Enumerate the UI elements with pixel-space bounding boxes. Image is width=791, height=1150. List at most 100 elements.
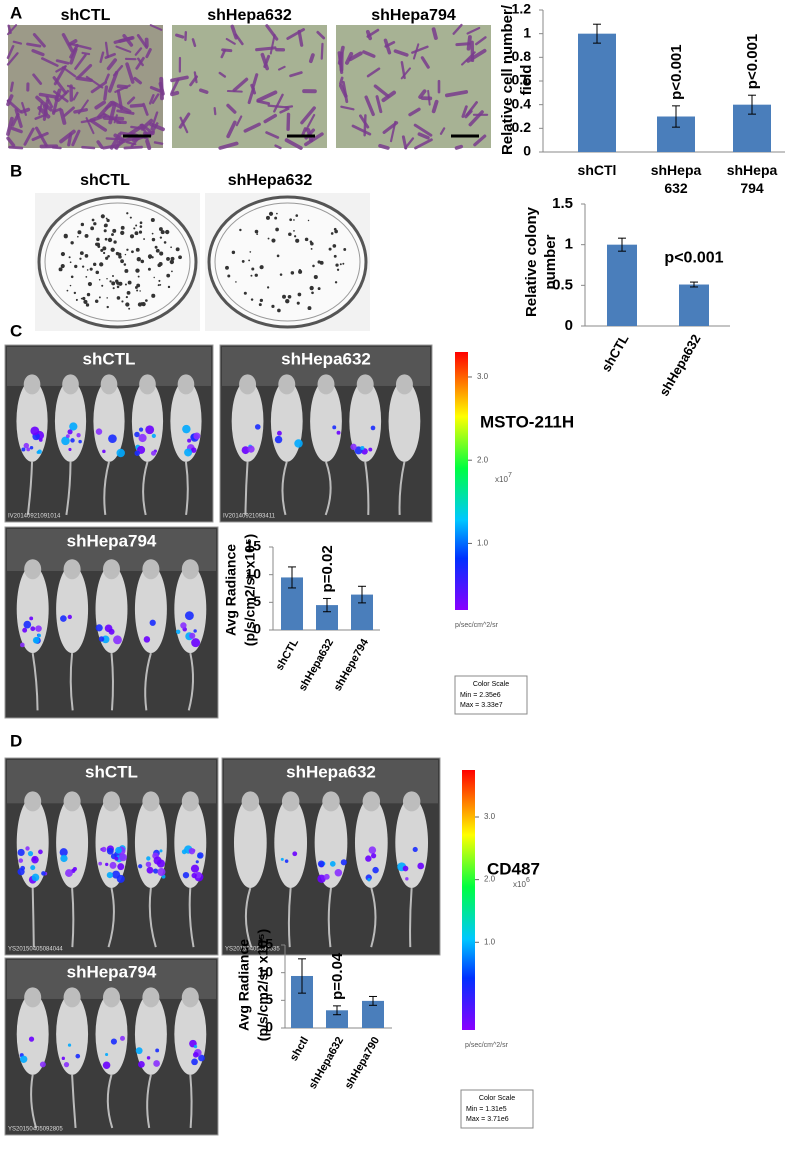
colony — [265, 215, 270, 220]
signal — [187, 438, 192, 443]
stained-cell — [286, 28, 306, 40]
stained-cell — [77, 63, 93, 79]
stained-cell — [179, 116, 189, 134]
signal — [151, 450, 156, 456]
signal — [95, 624, 103, 632]
signal — [340, 859, 347, 866]
colony — [133, 227, 136, 230]
signal — [36, 450, 40, 454]
color-scale-title: Color Scale — [479, 1095, 515, 1102]
tail — [364, 461, 370, 515]
mouse — [349, 380, 382, 462]
signal — [417, 862, 425, 870]
colony — [151, 232, 154, 235]
stained-cell — [383, 38, 392, 55]
signal — [119, 853, 127, 862]
colony — [104, 237, 108, 241]
colony — [155, 248, 160, 253]
mouse — [354, 797, 388, 889]
mouse-head — [181, 791, 199, 812]
colony — [138, 230, 143, 234]
signal — [367, 878, 371, 882]
stained-cell — [123, 145, 143, 150]
colony — [332, 244, 337, 248]
mouse — [16, 797, 49, 889]
exponent: 7 — [508, 472, 512, 479]
colony — [116, 285, 120, 289]
stained-cell — [12, 40, 23, 45]
stained-cell — [263, 113, 278, 124]
panel-label: B — [10, 161, 22, 180]
stained-cell — [114, 84, 131, 94]
colony — [160, 230, 165, 235]
colony — [313, 275, 318, 280]
signal — [22, 627, 28, 633]
image-label: shHepa632 — [228, 172, 313, 189]
signal — [105, 862, 109, 867]
signal — [61, 436, 70, 446]
signal — [145, 425, 155, 435]
stained-cell — [418, 89, 427, 99]
tail — [71, 887, 75, 948]
colony — [85, 275, 88, 278]
colony — [135, 247, 140, 252]
unit: p/sec/cm^2/sr — [455, 622, 499, 629]
signal — [30, 626, 36, 632]
tail — [244, 461, 249, 515]
tail — [188, 887, 195, 948]
colony — [111, 233, 114, 236]
color-scale-max: Max = 3.33e7 — [460, 702, 503, 709]
colony — [231, 250, 236, 255]
colony — [112, 275, 114, 277]
stained-cell — [454, 144, 464, 150]
signal — [274, 435, 283, 444]
stained-cell — [136, 34, 149, 49]
y-tick-label: 5 — [265, 991, 273, 1007]
colony — [310, 247, 313, 250]
stained-cell — [375, 95, 383, 114]
mouse-head — [241, 791, 260, 812]
stained-cell — [59, 108, 67, 125]
image-label: shHepa794 — [371, 7, 456, 24]
plate-rim — [207, 195, 368, 329]
stained-cell — [226, 120, 237, 139]
signal — [189, 632, 196, 639]
stained-cell — [71, 129, 81, 147]
exponent: 6 — [526, 877, 530, 884]
stained-cell — [74, 53, 87, 70]
panel-label: D — [10, 731, 22, 750]
stained-cell — [218, 71, 227, 78]
colony — [293, 219, 295, 221]
signal — [191, 638, 201, 648]
stained-cell — [362, 50, 376, 58]
mouse-head — [23, 374, 41, 395]
colony — [98, 278, 101, 281]
stained-cell — [256, 90, 278, 103]
mouse-head — [24, 559, 42, 580]
bar — [578, 33, 616, 152]
stained-cell — [11, 112, 20, 127]
colony — [100, 214, 105, 219]
colony — [227, 274, 231, 278]
y-tick-label: 0.4 — [512, 95, 532, 111]
mouse-head — [63, 791, 81, 812]
y-axis-label: Relative colony — [523, 206, 540, 317]
stained-cell — [220, 49, 227, 59]
mouse — [93, 380, 125, 462]
signal — [98, 861, 103, 866]
mouse — [233, 797, 267, 889]
stained-cell — [300, 106, 316, 125]
colony — [254, 273, 258, 277]
colony — [94, 299, 99, 304]
stained-cell — [175, 33, 185, 39]
stained-cell — [198, 88, 209, 94]
bar — [281, 577, 303, 630]
stained-cell — [316, 30, 326, 40]
stained-cell — [21, 101, 27, 116]
colony — [103, 224, 107, 228]
tail — [103, 461, 110, 516]
colony — [343, 248, 347, 251]
y-axis-label: number — [542, 234, 559, 289]
stained-cell — [110, 100, 132, 114]
y-axis-label: Avg Radiance — [236, 939, 252, 1031]
